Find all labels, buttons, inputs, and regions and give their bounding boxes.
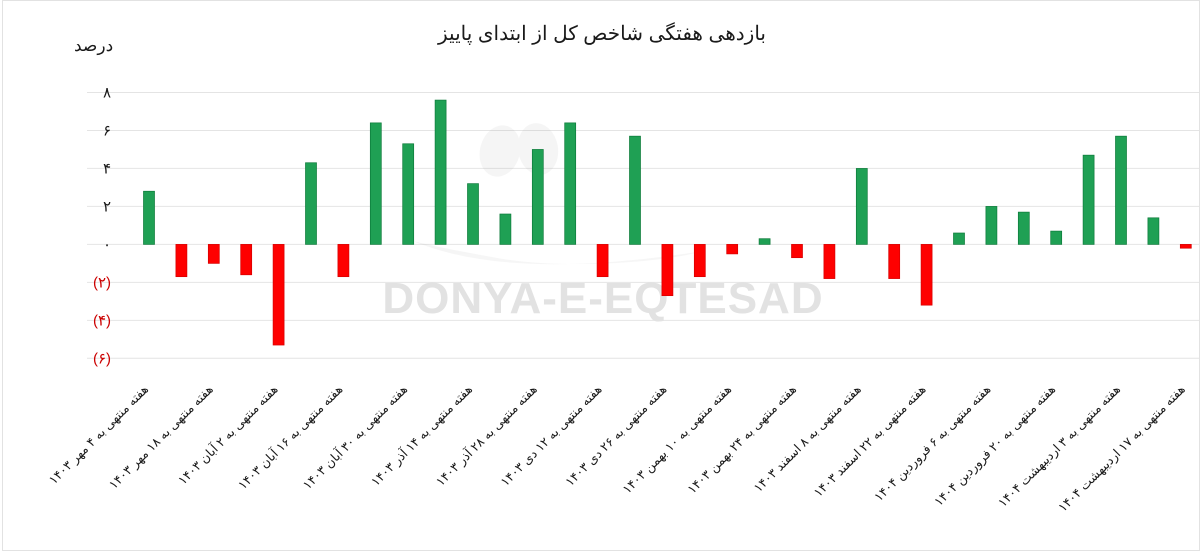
svg-text:هفته منتهی به ۱۰ بهمن ۱۴۰۳: هفته منتهی به ۱۰ بهمن ۱۴۰۳ xyxy=(620,382,735,497)
svg-text:هفته منتهی به ۱۴ آذر ۱۴۰۳: هفته منتهی به ۱۴ آذر ۱۴۰۳ xyxy=(367,381,476,490)
svg-text:هفته منتهی به ۳۰ آبان ۱۴۰۳: هفته منتهی به ۳۰ آبان ۱۴۰۳ xyxy=(299,381,411,493)
svg-text:هفته منتهی به ۸ اسفند ۱۴۰۳: هفته منتهی به ۸ اسفند ۱۴۰۳ xyxy=(751,382,865,496)
svg-text:هفته منتهی به ۲۴ بهمن ۱۴۰۳: هفته منتهی به ۲۴ بهمن ۱۴۰۳ xyxy=(685,382,800,497)
svg-text:هفته منتهی به ۴ مهر ۱۴۰۳: هفته منتهی به ۴ مهر ۱۴۰۳ xyxy=(46,382,152,488)
svg-text:(۶): (۶) xyxy=(93,350,111,367)
svg-text:هفته منتهی به ۱۸ مهر ۱۴۰۳: هفته منتهی به ۱۸ مهر ۱۴۰۳ xyxy=(106,382,217,493)
svg-text:هفته منتهی به ۳ اردیبهشت ۱۴۰۴: هفته منتهی به ۳ اردیبهشت ۱۴۰۴ xyxy=(996,382,1125,511)
svg-text:۴: ۴ xyxy=(103,160,111,177)
svg-text:درصد: درصد xyxy=(74,36,113,56)
svg-text:۰: ۰ xyxy=(103,236,111,253)
svg-text:هفته منتهی به ۲۰ فروردین ۱۴۰۴: هفته منتهی به ۲۰ فروردین ۱۴۰۴ xyxy=(932,382,1060,510)
svg-text:هفته منتهی به ۱۶ آبان ۱۴۰۳: هفته منتهی به ۱۶ آبان ۱۴۰۳ xyxy=(234,381,346,493)
svg-text:(۲): (۲) xyxy=(93,274,111,291)
svg-text:هفته منتهی به ۱۷ اردیبهشت ۱۴۰۴: هفته منتهی به ۱۷ اردیبهشت ۱۴۰۴ xyxy=(1056,382,1189,515)
svg-text:هفته منتهی به ۲۲ اسفند ۱۴۰۳: هفته منتهی به ۲۲ اسفند ۱۴۰۳ xyxy=(811,382,930,501)
svg-text:DONYA-E-EQTESAD: DONYA-E-EQTESAD xyxy=(382,274,823,323)
svg-text:هفته منتهی به ۲۸ آذر ۱۴۰۳: هفته منتهی به ۲۸ آذر ۱۴۰۳ xyxy=(432,381,541,490)
svg-text:۶: ۶ xyxy=(103,123,111,140)
svg-text:هفته منتهی به ۶ فروردین ۱۴۰۴: هفته منتهی به ۶ فروردین ۱۴۰۴ xyxy=(872,382,995,505)
svg-text:۲: ۲ xyxy=(103,198,111,215)
svg-text:۸: ۸ xyxy=(103,85,111,102)
svg-text:(۴): (۴) xyxy=(93,312,111,329)
